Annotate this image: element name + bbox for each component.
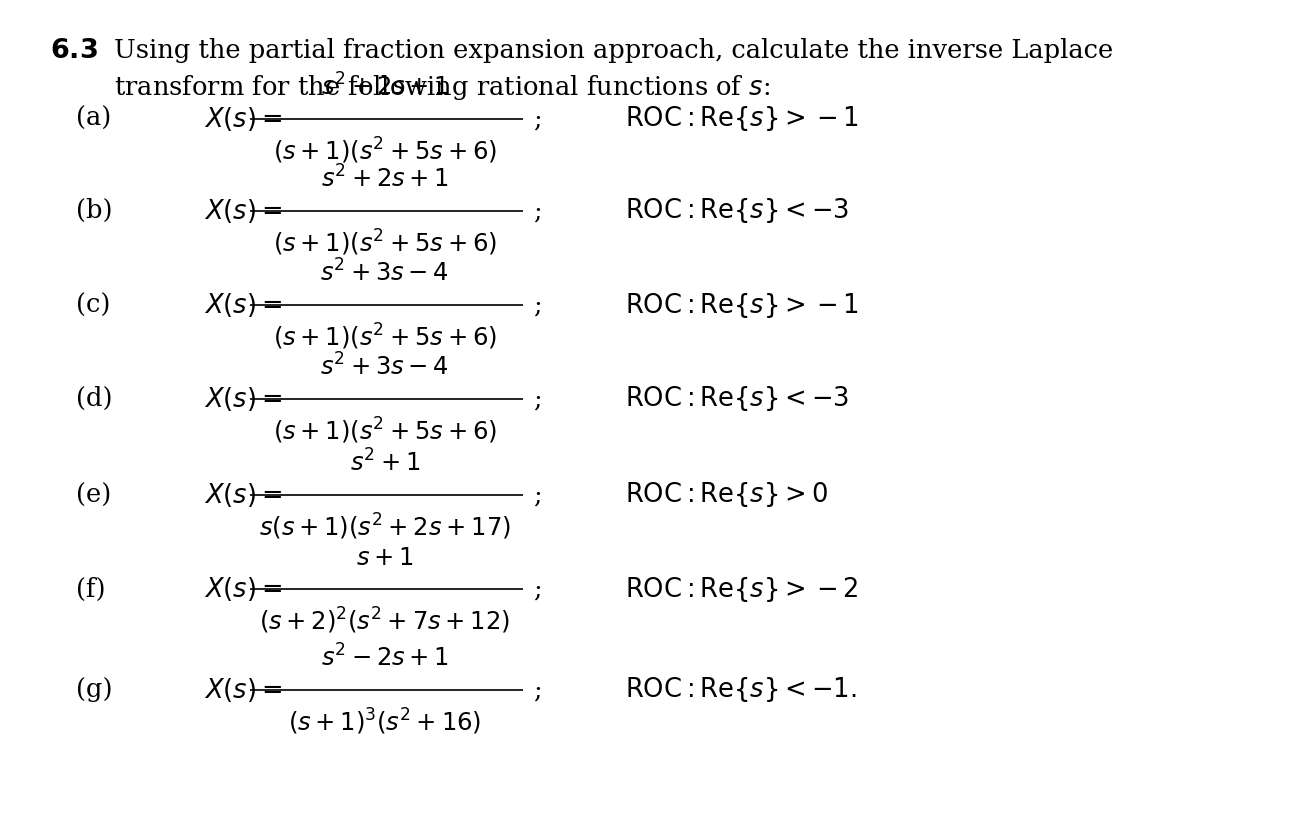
Text: (a): (a)	[76, 106, 111, 131]
Text: $(s+1)(s^{2}+5s+6)$: $(s+1)(s^{2}+5s+6)$	[273, 415, 497, 446]
Text: $s^{2}-2s+1$: $s^{2}-2s+1$	[321, 645, 449, 671]
Text: $(s+1)(s^{2}+5s+6)$: $(s+1)(s^{2}+5s+6)$	[273, 135, 497, 166]
Text: $X(s) =$: $X(s) =$	[204, 675, 282, 704]
Text: Using the partial fraction expansion approach, calculate the inverse Laplace: Using the partial fraction expansion app…	[114, 38, 1113, 63]
Text: $s+1$: $s+1$	[356, 546, 414, 569]
Text: ;: ;	[533, 198, 541, 223]
Text: $s^{2}+2s+1$: $s^{2}+2s+1$	[321, 166, 449, 192]
Text: $s^{2}+1$: $s^{2}+1$	[349, 450, 419, 477]
Text: ;: ;	[533, 106, 541, 131]
Text: $s^{2}+2s+1$: $s^{2}+2s+1$	[321, 74, 449, 100]
Text: $X(s) =$: $X(s) =$	[204, 481, 282, 509]
Text: (d): (d)	[76, 386, 113, 411]
Text: $(s+1)(s^{2}+5s+6)$: $(s+1)(s^{2}+5s+6)$	[273, 227, 497, 257]
Text: $s^{2}+3s-4$: $s^{2}+3s-4$	[321, 260, 449, 287]
Text: (b): (b)	[76, 198, 113, 223]
Text: $\mathrm{ROC} : \mathrm{Re}\{s\} > 0$: $\mathrm{ROC} : \mathrm{Re}\{s\} > 0$	[625, 481, 828, 509]
Text: $X(s) =$: $X(s) =$	[204, 385, 282, 413]
Text: ;: ;	[533, 577, 541, 602]
Text: $\mathrm{ROC} : \mathrm{Re}\{s\} < -3$: $\mathrm{ROC} : \mathrm{Re}\{s\} < -3$	[625, 196, 850, 225]
Text: ;: ;	[533, 293, 541, 318]
Text: (e): (e)	[76, 482, 111, 507]
Text: (f): (f)	[76, 577, 105, 602]
Text: $X(s) =$: $X(s) =$	[204, 196, 282, 225]
Text: $\mathrm{ROC} : \mathrm{Re}\{s\} > -1$: $\mathrm{ROC} : \mathrm{Re}\{s\} > -1$	[625, 104, 859, 133]
Text: $\mathrm{ROC} : \mathrm{Re}\{s\} < -3$: $\mathrm{ROC} : \mathrm{Re}\{s\} < -3$	[625, 385, 850, 413]
Text: ;: ;	[533, 482, 541, 507]
Text: $X(s) =$: $X(s) =$	[204, 291, 282, 319]
Text: ;: ;	[533, 677, 541, 702]
Text: $(s+1)^{3}(s^{2}+16)$: $(s+1)^{3}(s^{2}+16)$	[289, 706, 481, 737]
Text: $X(s) =$: $X(s) =$	[204, 104, 282, 133]
Text: $\mathrm{ROC} : \mathrm{Re}\{s\} > -2$: $\mathrm{ROC} : \mathrm{Re}\{s\} > -2$	[625, 575, 859, 604]
Text: ;: ;	[533, 386, 541, 411]
Text: $(s+2)^{2}(s^{2}+7s+12)$: $(s+2)^{2}(s^{2}+7s+12)$	[259, 606, 510, 636]
Text: $\mathbf{6.3}$: $\mathbf{6.3}$	[50, 38, 98, 64]
Text: (c): (c)	[76, 293, 110, 318]
Text: $(s+1)(s^{2}+5s+6)$: $(s+1)(s^{2}+5s+6)$	[273, 322, 497, 352]
Text: (g): (g)	[76, 677, 113, 702]
Text: $\mathrm{ROC} : \mathrm{Re}\{s\} > -1$: $\mathrm{ROC} : \mathrm{Re}\{s\} > -1$	[625, 291, 859, 319]
Text: $\mathrm{ROC} : \mathrm{Re}\{s\} < -1.$: $\mathrm{ROC} : \mathrm{Re}\{s\} < -1.$	[625, 675, 857, 704]
Text: $s(s+1)(s^{2}+2s+17)$: $s(s+1)(s^{2}+2s+17)$	[259, 512, 511, 542]
Text: $X(s) =$: $X(s) =$	[204, 575, 282, 604]
Text: $s^{2}+3s-4$: $s^{2}+3s-4$	[321, 354, 449, 380]
Text: transform for the following rational functions of $s$:: transform for the following rational fun…	[114, 73, 770, 102]
